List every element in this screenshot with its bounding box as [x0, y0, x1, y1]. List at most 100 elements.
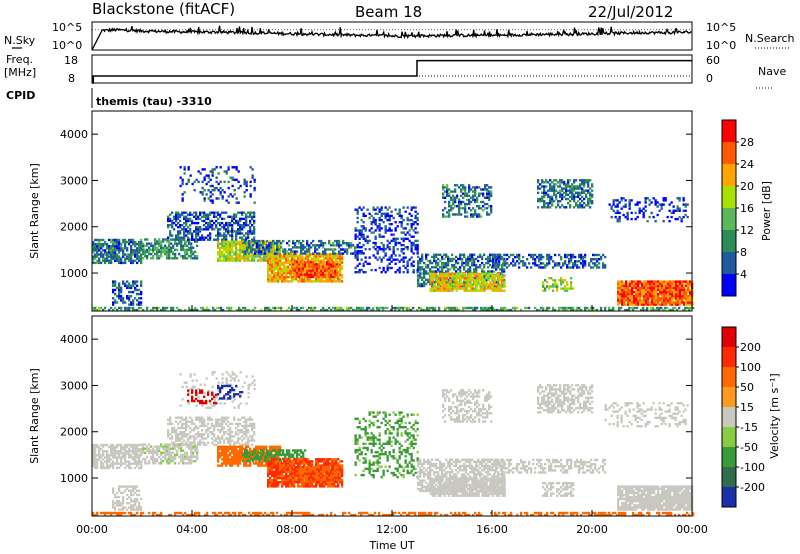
heat-cell-power-data — [239, 217, 242, 221]
heat-cell-power-data — [683, 301, 686, 304]
heat-cell-power-data — [643, 301, 646, 304]
heat-cell-power-data — [626, 308, 629, 312]
heat-cell-power-data — [444, 306, 447, 310]
heat-cell-power-data — [199, 238, 202, 241]
heat-cell-power-data — [433, 280, 436, 284]
heat-cell-power-data — [221, 240, 224, 243]
heat-cell-power-data — [594, 308, 597, 312]
heat-cell-power-data — [114, 292, 117, 296]
heat-cell-power-data — [455, 283, 458, 286]
heat-cell-power-data — [394, 262, 397, 265]
heat-cell-power-data — [564, 255, 567, 259]
heat-cell-power-data — [452, 202, 455, 206]
heat-cell-power-data — [552, 306, 555, 310]
heat-cell-power-data — [431, 274, 434, 278]
heat-cell-power-data — [201, 219, 204, 223]
heat-cell-power-data — [466, 215, 469, 218]
heat-cell-power-data — [552, 266, 555, 269]
heat-cell-power-data — [308, 250, 311, 253]
heat-cell-power-data — [164, 244, 167, 247]
heat-cell-power-data — [573, 179, 576, 182]
heat-cell-power-data — [637, 295, 640, 298]
heat-cell-power-data — [429, 287, 432, 290]
heat-cell-power-data — [580, 253, 583, 257]
heat-cell-power-data — [562, 262, 565, 265]
heat-cell-power-data — [202, 308, 205, 312]
heat-cell-power-data — [441, 277, 444, 280]
heat-cell-power-data — [687, 299, 690, 302]
heat-cell-power-data — [410, 223, 413, 226]
heat-cell-power-data — [544, 264, 547, 267]
heat-cell-power-data — [568, 306, 571, 310]
heat-cell-power-data — [449, 285, 452, 288]
heat-cell-power-data — [561, 204, 564, 207]
heat-cell-power-data — [675, 284, 678, 287]
heat-cell-power-data — [374, 235, 377, 238]
heat-cell-power-data — [160, 248, 163, 252]
heat-cell-power-data — [98, 245, 101, 248]
heat-cell-power-data — [243, 226, 246, 229]
heat-cell-power-data — [197, 215, 200, 218]
heat-cell-power-data — [679, 280, 682, 283]
heat-cell-power-data — [248, 239, 251, 243]
heat-cell-power-data — [258, 244, 261, 247]
heat-cell-power-data — [625, 282, 628, 285]
heat-cell-power-data — [445, 289, 448, 292]
heat-cell-power-data — [627, 297, 630, 300]
heat-cell-power-data — [243, 244, 246, 248]
heat-cell-vel-data — [106, 466, 109, 470]
heat-cell-power-data — [174, 255, 177, 258]
heat-cell-power-data — [382, 221, 385, 224]
heat-cell-power-data — [510, 253, 513, 257]
heat-cell-power-data — [504, 253, 507, 257]
heat-cell-power-data — [285, 257, 288, 260]
heat-cell-power-data — [487, 287, 490, 290]
heat-cell-power-data — [564, 308, 567, 312]
heat-cell-power-data — [223, 232, 226, 235]
heat-cell-power-data — [406, 246, 409, 249]
heat-cell-power-data — [300, 265, 303, 268]
heat-cell-power-data — [102, 259, 105, 262]
heat-cell-power-data — [574, 264, 577, 267]
heat-cell-power-data — [463, 283, 466, 286]
heat-cell-power-data — [114, 306, 117, 310]
heat-cell-power-data — [667, 282, 670, 285]
heat-cell-power-data — [671, 284, 674, 287]
heat-cell-power-data — [235, 168, 238, 171]
heat-cell-power-data — [372, 221, 375, 224]
heat-cell-power-data — [251, 257, 254, 260]
heat-cell-power-data — [148, 242, 151, 245]
heat-cell-power-data — [158, 242, 161, 245]
heat-cell-power-data — [429, 268, 432, 271]
heat-cell-power-data — [239, 240, 242, 243]
heat-cell-power-data — [483, 272, 486, 276]
heat-cell-power-data — [430, 306, 433, 310]
heat-cell-power-data — [350, 252, 353, 255]
heat-cell-power-data — [470, 213, 473, 216]
heat-cell-power-data — [616, 211, 619, 215]
heat-cell-power-data — [452, 190, 455, 193]
heat-cell-power-data — [267, 278, 270, 281]
heat-cell-power-data — [484, 207, 487, 210]
heat-cell-power-data — [631, 290, 634, 294]
heat-cell-power-data — [136, 253, 139, 256]
heat-cell-power-data — [435, 289, 438, 292]
heat-cell-vel-data — [96, 443, 99, 447]
heat-cell-power-data — [406, 260, 409, 263]
heat-cell-power-data — [404, 210, 407, 213]
heat-cell-power-data — [490, 190, 493, 193]
heat-cell-power-data — [227, 230, 230, 233]
noise-line — [91, 25, 692, 51]
heat-cell-power-data — [461, 283, 464, 286]
heat-cell-power-data — [456, 196, 459, 199]
heat-cell-power-data — [492, 262, 495, 265]
heat-cell-power-data — [380, 248, 383, 251]
heat-cell-power-data — [154, 248, 157, 252]
heat-cell-vel-data — [114, 445, 117, 449]
heat-cell-power-data — [336, 263, 339, 266]
heat-cell-power-data — [241, 246, 244, 250]
heat-cell-power-data — [179, 166, 182, 169]
heat-cell-power-data — [484, 306, 487, 310]
heat-cell-power-data — [304, 265, 307, 268]
heat-cell-power-data — [358, 246, 361, 249]
